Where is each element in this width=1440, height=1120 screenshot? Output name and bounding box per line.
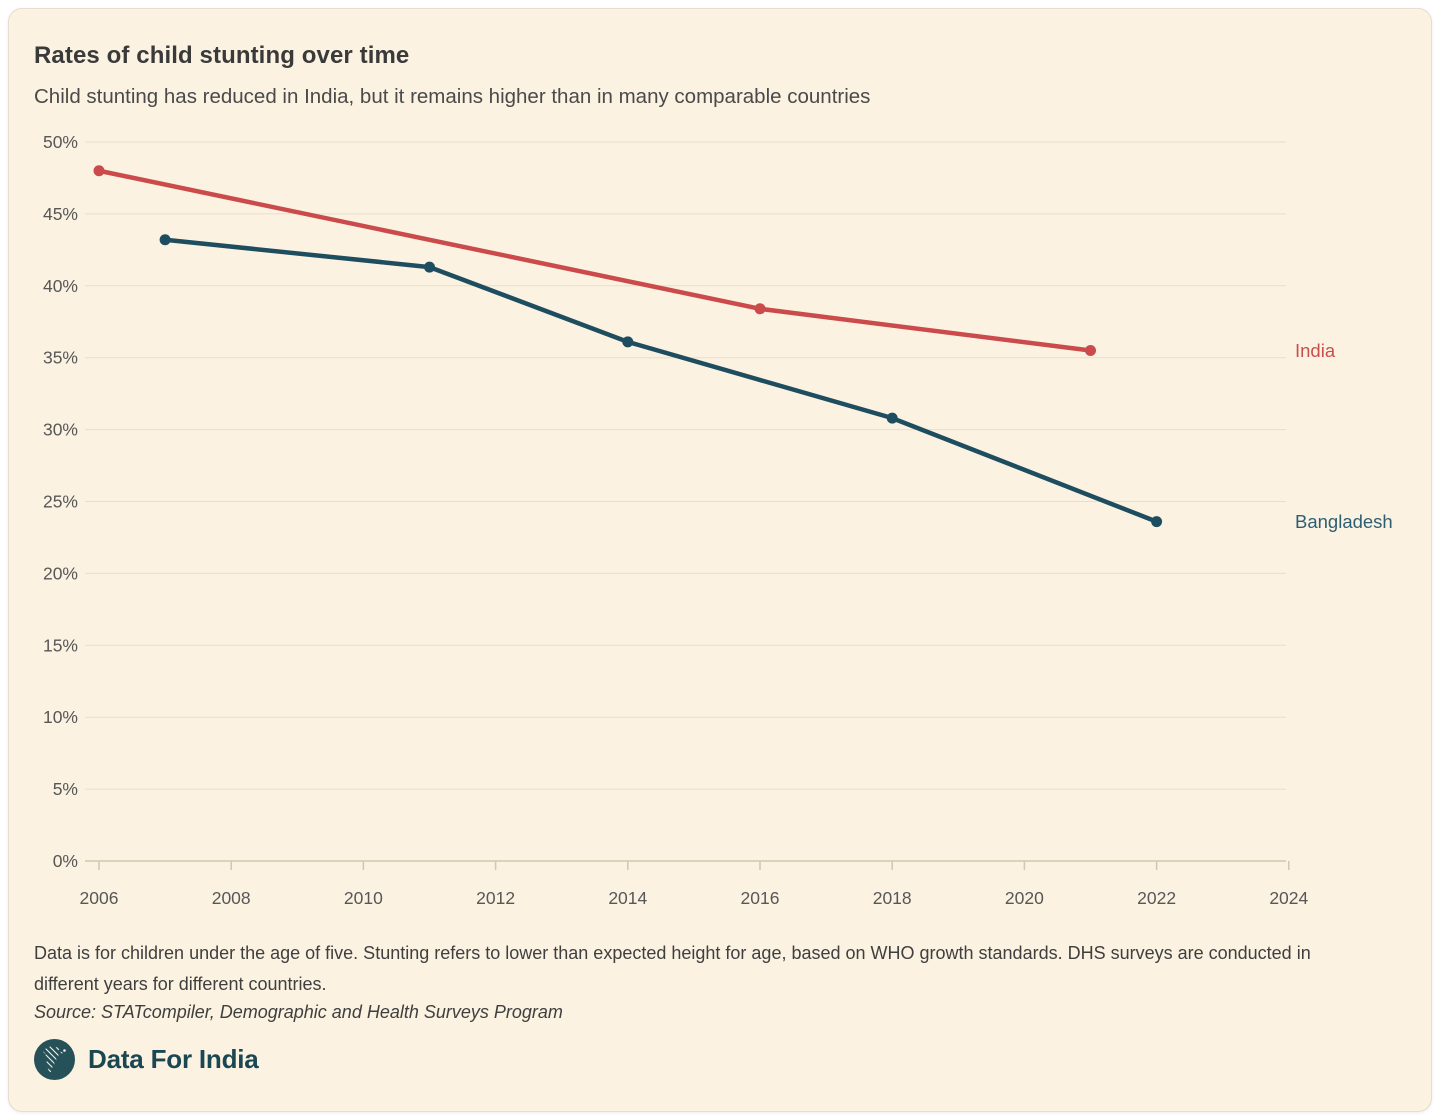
data-point-india <box>754 303 766 315</box>
source-note: Source: STATcompiler, Demographic and He… <box>34 1002 563 1022</box>
x-tick-label: 2022 <box>1137 888 1176 908</box>
x-tick-label: 2010 <box>344 888 383 908</box>
data-for-india-logo-icon <box>34 1039 75 1080</box>
x-tick-label: 2012 <box>476 888 515 908</box>
x-tick-label: 2014 <box>608 888 647 908</box>
x-tick-label: 2006 <box>80 888 119 908</box>
footnote: Data is for children under the age of fi… <box>34 943 1311 994</box>
y-tick-label: 25% <box>43 492 78 512</box>
data-point-bangladesh <box>424 261 435 273</box>
y-tick-label: 0% <box>53 851 78 871</box>
data-point-bangladesh <box>159 234 171 246</box>
x-tick-label: 2020 <box>1005 888 1044 908</box>
x-tick-label: 2018 <box>873 888 912 908</box>
y-tick-label: 40% <box>43 276 78 296</box>
y-tick-label: 10% <box>43 707 78 727</box>
chart-subtitle: Child stunting has reduced in India, but… <box>34 85 871 108</box>
y-tick-label: 50% <box>43 132 78 152</box>
series-line-bangladesh <box>162 237 1159 524</box>
y-tick-label: 35% <box>43 348 78 368</box>
y-tick-label: 15% <box>43 635 78 655</box>
series-label-bangladesh: Bangladesh <box>1295 511 1393 532</box>
chart-card: Rates of child stunting over time Child … <box>8 8 1432 1112</box>
x-tick-label: 2008 <box>212 888 251 908</box>
series-line-india <box>96 168 1093 353</box>
data-point-bangladesh <box>886 412 898 424</box>
stunting-line-chart: 50% 45% 40% 35% 30% 25% 20% 15% 10% 5% 0%2006 2008 2… <box>43 132 1393 908</box>
series-label-india: India <box>1295 340 1336 361</box>
brand-name: Data For India <box>88 1044 259 1074</box>
data-point-bangladesh <box>622 336 634 348</box>
x-tick-label: 2024 <box>1269 888 1308 908</box>
brand-footer: Data For India <box>34 1039 259 1080</box>
y-tick-label: 20% <box>43 563 78 583</box>
x-tick-label: 2016 <box>741 888 780 908</box>
data-point-india <box>1085 345 1096 357</box>
y-tick-label: 45% <box>43 204 78 224</box>
data-point-bangladesh <box>1151 516 1163 528</box>
y-tick-label: 30% <box>43 420 78 440</box>
data-point-india <box>93 165 105 177</box>
chart-title: Rates of child stunting over time <box>34 42 410 69</box>
y-tick-label: 5% <box>53 779 78 799</box>
